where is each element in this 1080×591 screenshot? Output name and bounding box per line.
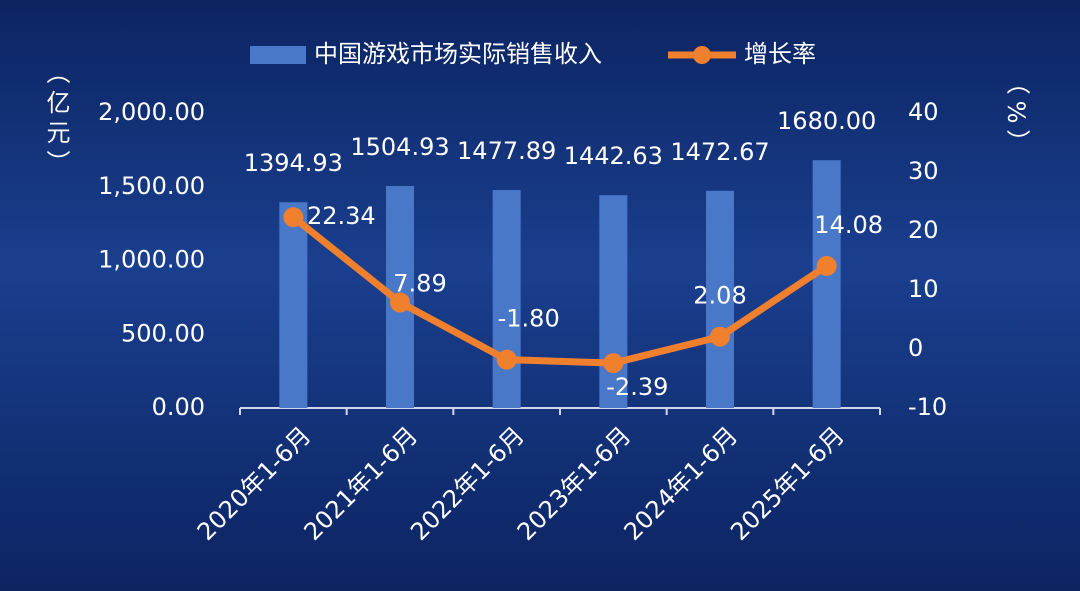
bar-value-label: 1472.67	[670, 138, 769, 166]
y2-tick-label: 0	[908, 334, 923, 362]
bar-value-label: 1442.63	[564, 142, 663, 170]
growth-point	[496, 349, 517, 370]
growth-point	[390, 292, 410, 313]
bar	[812, 160, 841, 408]
y-tick-label: 1,000.00	[98, 246, 205, 274]
legend-swatch-marker	[693, 46, 711, 64]
y2-tick-label: 40	[908, 98, 939, 126]
bar-value-label: 1504.93	[350, 133, 449, 161]
growth-line	[291, 214, 829, 367]
y-axis-title: （亿元）	[42, 60, 70, 180]
line-value-label: 2.08	[693, 282, 746, 310]
growth-point	[710, 326, 730, 347]
bar	[279, 202, 308, 408]
bar	[706, 190, 734, 408]
y-tick-label: 1,500.00	[98, 172, 205, 200]
y-tick-label: 500.00	[121, 319, 205, 347]
y2-tick-label: 30	[908, 157, 939, 185]
growth-point	[816, 255, 837, 276]
bar-value-label: 1394.93	[244, 149, 343, 177]
line-value-label: 14.08	[814, 211, 883, 239]
bar	[492, 190, 521, 408]
legend-label: 中国游戏市场实际销售收入	[314, 40, 602, 68]
y2-tick-label: 20	[908, 216, 939, 244]
line-value-label: 7.89	[393, 269, 446, 297]
bar-value-label: 1680.00	[777, 107, 876, 135]
y-tick-label: 0.00	[152, 393, 205, 421]
line-value-label: -2.39	[606, 373, 668, 401]
line-value-label: -1.80	[498, 305, 560, 333]
y2-tick-label: -10	[908, 393, 947, 421]
bar-value-label: 1477.89	[457, 137, 556, 165]
growth-point	[283, 207, 304, 228]
growth-point	[603, 353, 624, 374]
legend-label: 增长率	[744, 40, 816, 68]
y2-tick-label: 10	[908, 275, 939, 303]
legend-swatch	[250, 46, 306, 64]
y2-axis-title: （%）	[1002, 71, 1030, 160]
y-tick-label: 2,000.00	[98, 98, 205, 126]
line-value-label: 22.34	[307, 202, 376, 230]
